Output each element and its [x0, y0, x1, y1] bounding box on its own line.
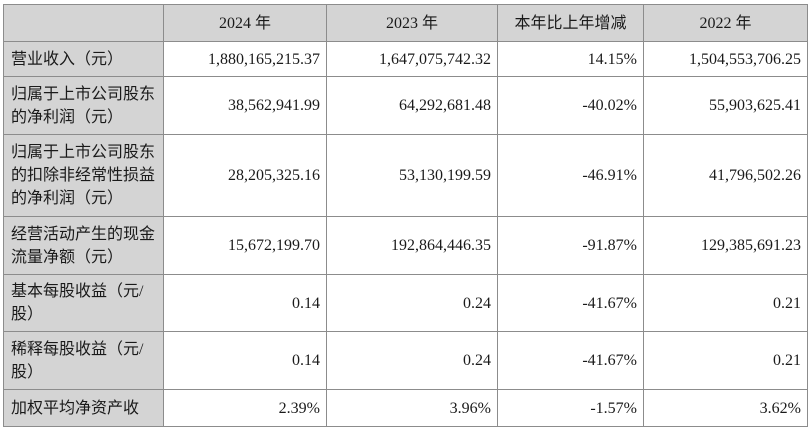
table-row-weighted-roe: 加权平均净资产收 2.39% 3.96% -1.57% 3.62% — [3, 389, 808, 427]
cell-2023: 3.96% — [326, 389, 498, 427]
row-label: 加权平均净资产收 — [3, 389, 164, 427]
cell-2022: 41,796,502.26 — [643, 134, 808, 217]
table-row-diluted-eps: 稀释每股收益（元/股） 0.14 0.24 -41.67% 0.21 — [3, 331, 808, 390]
cell-2023: 0.24 — [326, 274, 498, 332]
cell-2022: 3.62% — [643, 389, 808, 427]
row-label: 经营活动产生的现金流量净额（元） — [3, 216, 164, 275]
cell-change: 14.15% — [497, 41, 644, 77]
row-label: 归属于上市公司股东的净利润（元） — [3, 76, 164, 135]
table-row-net-profit: 归属于上市公司股东的净利润（元） 38,562,941.99 64,292,68… — [3, 76, 808, 135]
table-row-basic-eps: 基本每股收益（元/股） 0.14 0.24 -41.67% 0.21 — [3, 274, 808, 332]
header-corner-cell — [3, 4, 164, 42]
cell-2024: 2.39% — [163, 389, 327, 427]
row-label: 稀释每股收益（元/股） — [3, 331, 164, 390]
cell-2022: 129,385,691.23 — [643, 216, 808, 275]
cell-change: -91.87% — [497, 216, 644, 275]
cell-2023: 0.24 — [326, 331, 498, 390]
table-row-operating-cash-flow: 经营活动产生的现金流量净额（元） 15,672,199.70 192,864,4… — [3, 216, 808, 275]
header-year-2022: 2022 年 — [643, 4, 808, 42]
header-yoy-change: 本年比上年增减 — [497, 4, 644, 42]
table-row-revenue: 营业收入（元） 1,880,165,215.37 1,647,075,742.3… — [3, 41, 808, 77]
cell-2023: 64,292,681.48 — [326, 76, 498, 135]
cell-2024: 0.14 — [163, 274, 327, 332]
cell-2024: 38,562,941.99 — [163, 76, 327, 135]
table-header-row: 2024 年 2023 年 本年比上年增减 2022 年 — [3, 4, 808, 42]
cell-2024: 0.14 — [163, 331, 327, 390]
header-year-2024: 2024 年 — [163, 4, 327, 42]
cell-change: -46.91% — [497, 134, 644, 217]
table-row-net-profit-excl-nonrecurring: 归属于上市公司股东的扣除非经常性损益的净利润（元） 28,205,325.16 … — [3, 134, 808, 217]
cell-2024: 28,205,325.16 — [163, 134, 327, 217]
cell-2023: 192,864,446.35 — [326, 216, 498, 275]
cell-2022: 0.21 — [643, 274, 808, 332]
cell-change: -41.67% — [497, 331, 644, 390]
row-label: 归属于上市公司股东的扣除非经常性损益的净利润（元） — [3, 134, 164, 217]
cell-change: -41.67% — [497, 274, 644, 332]
cell-2023: 53,130,199.59 — [326, 134, 498, 217]
cell-2022: 55,903,625.41 — [643, 76, 808, 135]
cell-2024: 1,880,165,215.37 — [163, 41, 327, 77]
cell-2022: 0.21 — [643, 331, 808, 390]
row-label: 营业收入（元） — [3, 41, 164, 77]
cell-2024: 15,672,199.70 — [163, 216, 327, 275]
header-year-2023: 2023 年 — [326, 4, 498, 42]
cell-2023: 1,647,075,742.32 — [326, 41, 498, 77]
row-label: 基本每股收益（元/股） — [3, 274, 164, 332]
cell-change: -1.57% — [497, 389, 644, 427]
financial-summary-table: 2024 年 2023 年 本年比上年增减 2022 年 营业收入（元） 1,8… — [3, 4, 808, 427]
cell-change: -40.02% — [497, 76, 644, 135]
cell-2022: 1,504,553,706.25 — [643, 41, 808, 77]
